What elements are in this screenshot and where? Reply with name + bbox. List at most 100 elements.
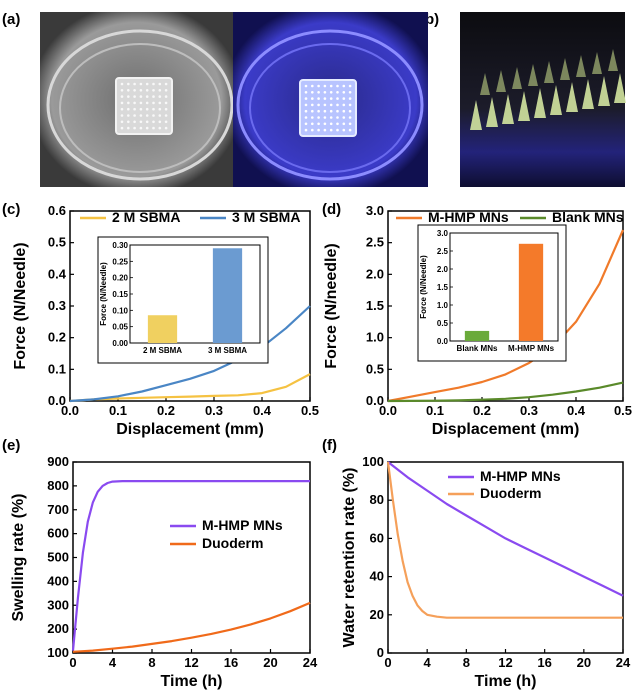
y-tick-label: 0.2: [48, 330, 66, 345]
legend-label: Duoderm: [480, 485, 541, 501]
y-tick-label: 800: [47, 478, 69, 493]
x-tick-label: 0.5: [614, 403, 632, 418]
inset-y-tick-label: 0.25: [112, 257, 128, 266]
inset-y-tick-label: 0.5: [437, 319, 449, 328]
x-tick-label: 0: [384, 655, 391, 670]
chart-f: 0 4 8 12 16 20 24 0 20 40 60 80 100 Time (h) Water ret…: [341, 454, 631, 690]
x-tick-label: 0.1: [426, 403, 444, 418]
y-axis-title: Force (N/needle): [323, 243, 340, 368]
y-axis-title: Force (N/Needle): [12, 242, 29, 369]
y-tick-label: 600: [47, 526, 69, 541]
x-tick-label: 0.2: [473, 403, 491, 418]
panel-label-e: (e): [2, 437, 20, 454]
x-tick-label: 0.3: [205, 403, 223, 418]
x-tick-label: 16: [224, 655, 238, 670]
legend-label: Duoderm: [202, 535, 263, 551]
y-tick-label: 0.0: [48, 393, 66, 408]
inset-y-tick-label: 2.5: [437, 247, 449, 256]
inset-category-label: Blank MNs: [457, 344, 498, 353]
y-tick-label: 0.5: [48, 235, 66, 250]
series-line-1: [69, 305, 311, 403]
y-tick-label: 0.3: [48, 298, 66, 313]
x-tick-label: 0.4: [253, 403, 272, 418]
inset-y-tick-label: 0.15: [112, 290, 128, 299]
legend-label: M-HMP MNs: [480, 468, 561, 484]
y-tick-label: 2.5: [366, 235, 384, 250]
inset-bar: [212, 248, 243, 343]
inset-y-tick-label: 0.00: [112, 339, 128, 348]
inset-y-tick-label: 2.0: [437, 265, 449, 274]
y-tick-label: 100: [47, 645, 69, 660]
photo-uv: [233, 12, 428, 187]
y-tick-label: 1.5: [366, 298, 384, 313]
y-axis-title: Swelling rate (%): [10, 493, 27, 621]
x-tick-label: 0.2: [157, 403, 175, 418]
y-tick-label: 100: [362, 454, 384, 469]
x-axis-title: Time (h): [161, 673, 223, 690]
x-tick-label: 24: [303, 655, 318, 670]
x-tick-label: 0.0: [379, 403, 397, 418]
x-axis-title: Displacement (mm): [116, 421, 264, 438]
inset-y-tick-label: 0.20: [112, 274, 128, 283]
y-tick-label: 0.0: [366, 393, 384, 408]
y-tick-label: 900: [47, 454, 69, 469]
inset-y-tick-label: 3.0: [437, 229, 449, 238]
inset-y-axis-title: Force (N/Needle): [99, 262, 108, 326]
y-tick-label: 0.4: [48, 266, 67, 281]
y-tick-label: 0.6: [48, 203, 66, 218]
y-tick-label: 20: [370, 607, 384, 622]
inset-y-tick-label: 0.0: [437, 337, 449, 346]
x-tick-label: 0: [69, 655, 76, 670]
y-tick-label: 60: [370, 530, 384, 545]
x-tick-label: 0.4: [567, 403, 586, 418]
x-tick-label: 12: [498, 655, 512, 670]
x-axis-title: Displacement (mm): [432, 421, 580, 438]
y-tick-label: 300: [47, 597, 69, 612]
series-line-1: [72, 601, 311, 653]
series-line-1: [386, 461, 623, 619]
x-tick-label: 8: [148, 655, 155, 670]
inset-category-label: M-HMP MNs: [508, 344, 555, 353]
x-tick-label: 20: [577, 655, 591, 670]
y-tick-label: 3.0: [366, 203, 384, 218]
inset-y-tick-label: 1.0: [437, 301, 449, 310]
y-tick-label: 200: [47, 621, 69, 636]
plot-frame: [72, 461, 311, 654]
legend-label: 3 M SBMA: [232, 209, 300, 225]
photo-side-view: [460, 12, 626, 187]
x-tick-label: 8: [463, 655, 470, 670]
x-tick-label: 0.3: [520, 403, 538, 418]
legend-label: Blank MNs: [552, 209, 624, 225]
y-tick-label: 400: [47, 573, 69, 588]
y-tick-label: 1.0: [366, 330, 384, 345]
x-tick-label: 12: [184, 655, 198, 670]
inset-bar: [147, 315, 178, 343]
chart-c: 0.0 0.1 0.2 0.3 0.4 0.5 0.0 0.1 0.2 0.3 0.4 0.5 0.6 D…: [12, 203, 319, 438]
inset-bar: [518, 243, 544, 341]
legend-label: 2 M SBMA: [112, 209, 180, 225]
inset-y-tick-label: 0.10: [112, 306, 128, 315]
x-tick-label: 4: [424, 655, 432, 670]
y-tick-label: 500: [47, 550, 69, 565]
series-line-1: [387, 381, 624, 403]
inset-y-tick-label: 0.30: [112, 241, 128, 250]
x-tick-label: 24: [616, 655, 631, 670]
legend-label: M-HMP MNs: [428, 209, 509, 225]
series-line-0: [71, 480, 310, 651]
y-tick-label: 700: [47, 502, 69, 517]
x-axis-title: Time (h): [475, 673, 537, 690]
x-tick-label: 4: [109, 655, 117, 670]
inset-y-tick-label: 1.5: [437, 283, 449, 292]
chart-d: 0.0 0.1 0.2 0.3 0.4 0.5 0.0 0.5 1.0 1.5 2.0 2.5 3.0 D…: [323, 203, 632, 438]
inset-y-tick-label: 0.05: [112, 323, 128, 332]
series-line-0: [69, 373, 311, 403]
legend-label: M-HMP MNs: [202, 517, 283, 533]
chart-e: 0 4 8 12 16 20 24 100 200 300 400 500 600 700 800 900 Ti…: [10, 454, 318, 690]
inset-category-label: 2 M SBMA: [143, 346, 182, 355]
y-tick-label: 40: [370, 569, 384, 584]
x-tick-label: 20: [263, 655, 277, 670]
series-line-0: [387, 229, 625, 403]
x-tick-label: 16: [537, 655, 551, 670]
